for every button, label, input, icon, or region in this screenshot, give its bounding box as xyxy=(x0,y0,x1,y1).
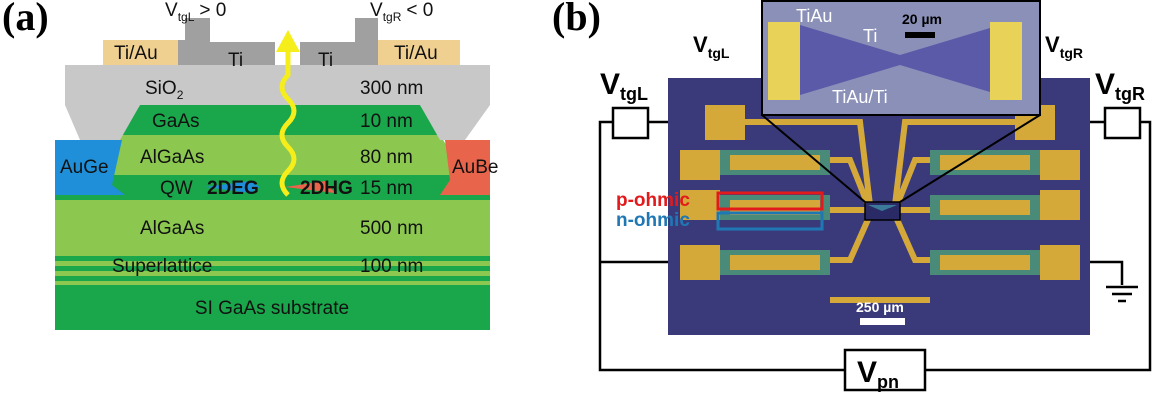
text-part: tgL xyxy=(708,45,730,61)
layer-thickness: 100 nm xyxy=(360,256,423,277)
source-box xyxy=(613,108,648,138)
text-part: < 0 xyxy=(406,0,433,21)
panel-label: (a) xyxy=(2,0,49,39)
text-part: V xyxy=(600,68,620,101)
text-part: V xyxy=(370,0,383,21)
panel-label: (b) xyxy=(552,0,601,39)
inset-label: TiAu/Ti xyxy=(832,87,888,107)
chip-scale: 250 µm xyxy=(856,299,904,315)
layer-thickness: 10 nm xyxy=(360,111,413,132)
inset-label: TiAu xyxy=(796,6,832,26)
contact-label: Ti/Au xyxy=(394,43,438,64)
contact-label: Ti/Au xyxy=(114,43,158,64)
carrier-label: 2DHG xyxy=(300,178,353,199)
inset-label: Ti xyxy=(863,26,877,46)
layer-name: AlGaAs xyxy=(140,218,204,239)
text-part: V xyxy=(1095,68,1115,101)
text-part: V xyxy=(857,356,877,389)
gate-label: VtgR < 0 xyxy=(370,0,433,24)
layer-name: GaAs xyxy=(152,111,200,132)
ohmic-label: n-ohmic xyxy=(616,210,690,231)
layer-thickness: 500 nm xyxy=(360,218,423,239)
text-part: tgL xyxy=(620,84,648,104)
figure: (a) VtgL > 0 VtgR < 0 Ti/Au Ti Ti Ti/Au Au… xyxy=(0,0,1161,400)
source-label: VtgR xyxy=(1095,68,1145,104)
text-part: tgR xyxy=(383,10,402,24)
carrier-label: 2DEG xyxy=(207,178,259,199)
text-part: V xyxy=(693,32,708,57)
layer-name: QW xyxy=(160,178,193,199)
source-label: VtgL xyxy=(600,68,648,104)
text-part: V xyxy=(165,0,178,21)
contact-label: Ti xyxy=(318,50,333,71)
layer-stack xyxy=(55,18,490,330)
ohmic-label: p-ohmic xyxy=(616,190,690,211)
layer-name: SI GaAs substrate xyxy=(195,298,349,319)
contact-label: AuBe xyxy=(452,157,498,178)
text-part: tgR xyxy=(1115,84,1145,104)
text-part: 2 xyxy=(177,88,184,102)
layer-name: Superlattice xyxy=(112,256,212,277)
text-part: V xyxy=(1045,32,1060,57)
layer-thickness: 300 nm xyxy=(360,78,423,99)
text-part: tgR xyxy=(1060,45,1083,61)
inset-gate-label: VtgR xyxy=(1045,32,1083,61)
source-box xyxy=(1105,108,1140,138)
contact-label: AuGe xyxy=(60,157,109,178)
layer-thickness: 80 nm xyxy=(360,147,413,168)
contact-label: Ti xyxy=(228,50,243,71)
text-part: > 0 xyxy=(199,0,226,21)
layer-name: AlGaAs xyxy=(140,147,204,168)
text-part: tgL xyxy=(178,10,195,24)
inset-scale: 20 µm xyxy=(902,11,942,27)
inset-gate-label: VtgL xyxy=(693,32,730,61)
layer-thickness: 15 nm xyxy=(360,178,413,199)
chip xyxy=(668,78,1090,335)
text-part: SiO xyxy=(145,78,177,99)
text-part: pn xyxy=(877,372,899,392)
